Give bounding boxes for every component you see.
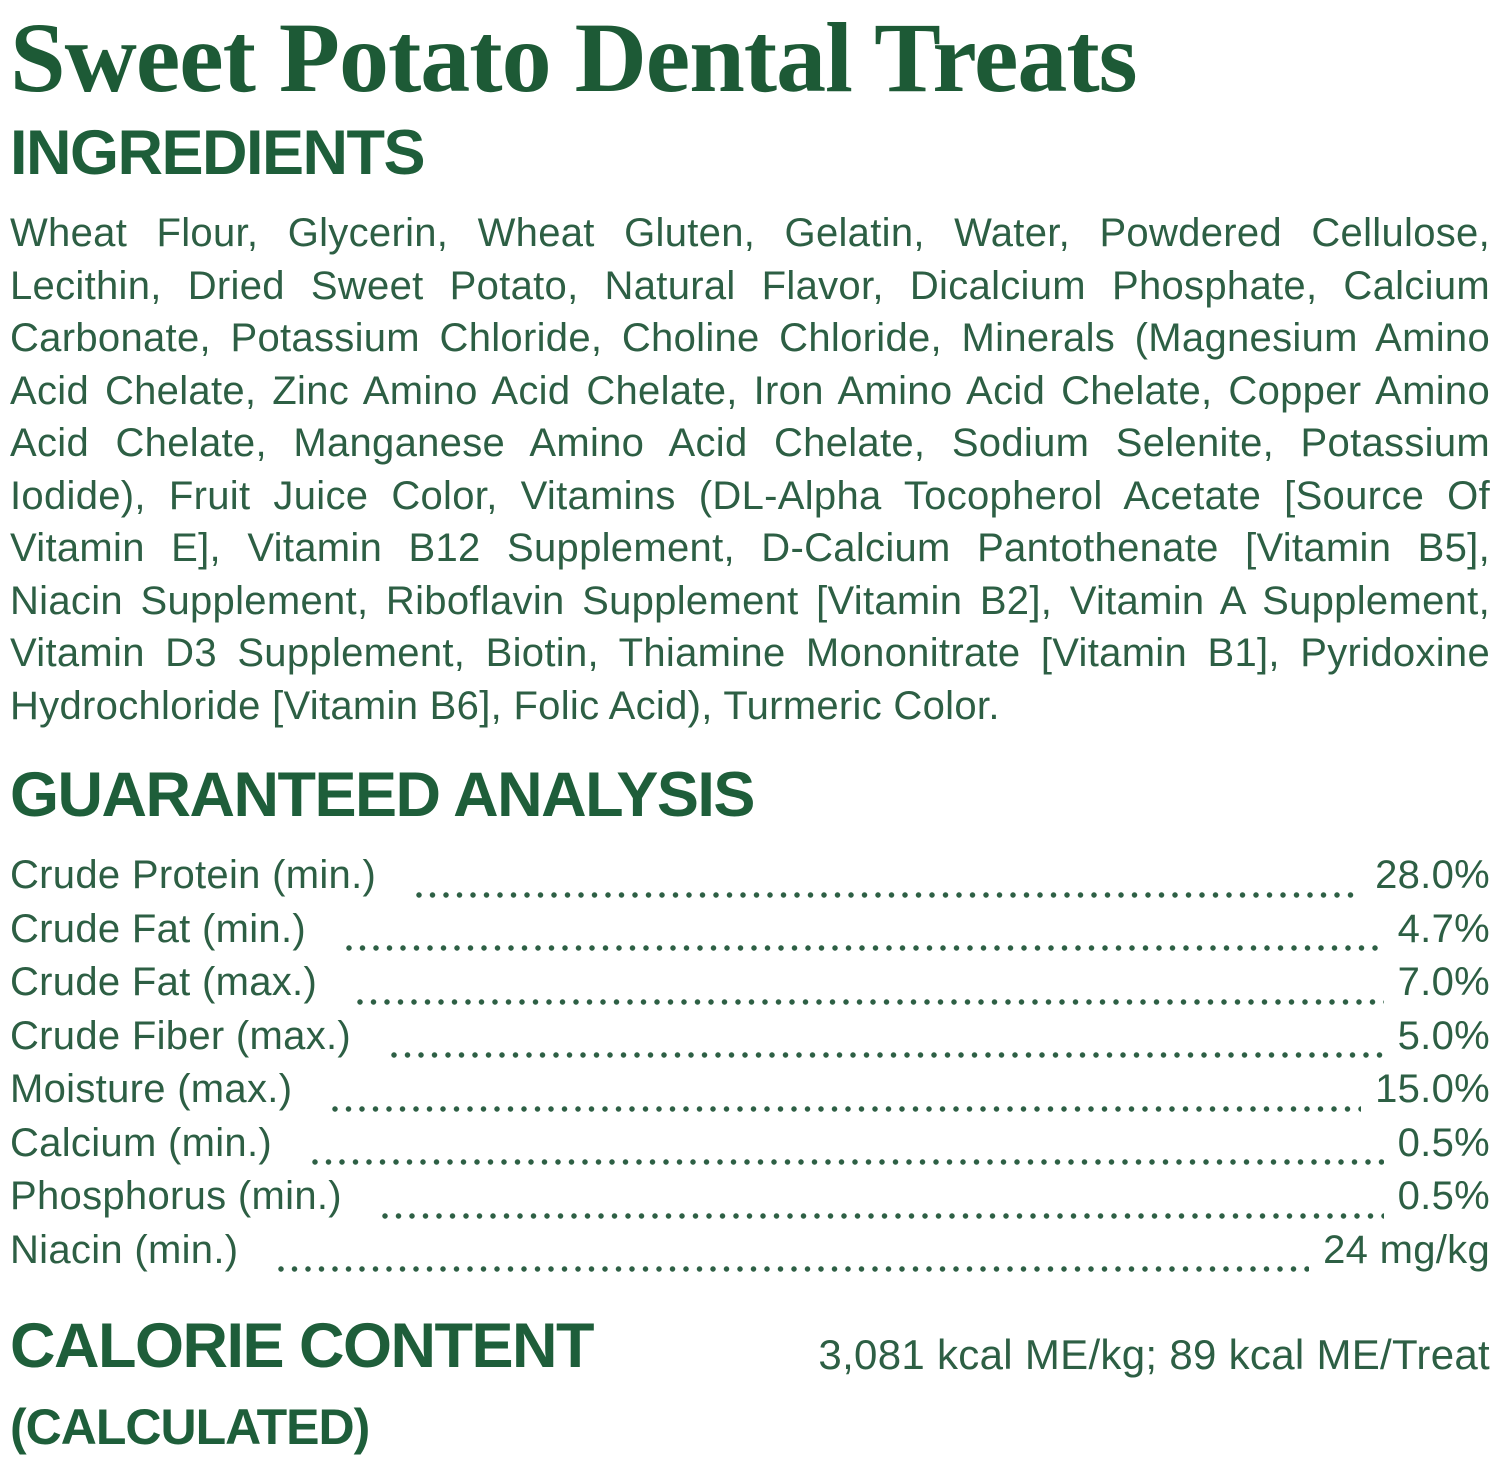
analysis-label: Crude Fiber (max.) bbox=[10, 1013, 352, 1058]
analysis-row: Calcium (min.) 0.5% bbox=[10, 1121, 1490, 1175]
dot-leader bbox=[357, 996, 1384, 1007]
analysis-value: 0.5% bbox=[1397, 1120, 1490, 1165]
analysis-row: Niacin (min.) 24 mg/kg bbox=[10, 1228, 1490, 1282]
calorie-content-heading: CALORIE CONTENT bbox=[10, 1311, 594, 1381]
analysis-label: Crude Protein (min.) bbox=[10, 853, 377, 897]
dot-leader bbox=[278, 1264, 1310, 1274]
ingredients-text: Wheat Flour, Glycerin, Wheat Gluten, Gel… bbox=[10, 211, 1490, 728]
analysis-table: Crude Protein (min.) 28.0% Crude Fat (min.… bbox=[10, 853, 1490, 1281]
analysis-row: Phosphorus (min.) 0.5% bbox=[10, 1174, 1490, 1228]
analysis-label: Calcium (min.) bbox=[10, 1120, 272, 1165]
analysis-label: Crude Fat (max.) bbox=[10, 960, 318, 1004]
analysis-row: Moisture (max.) 15.0% bbox=[10, 1067, 1490, 1121]
ingredients-heading: INGREDIENTS bbox=[10, 118, 426, 188]
dot-leader bbox=[332, 1103, 1362, 1114]
calorie-calculated-subheading: (CALCULATED) bbox=[10, 1399, 370, 1455]
analysis-row: Crude Protein (min.) 28.0% bbox=[10, 853, 1490, 907]
dot-leader bbox=[312, 1157, 1384, 1167]
analysis-row: Crude Fiber (max.) 5.0% bbox=[10, 1014, 1490, 1068]
product-title: Sweet Potato Dental Treats bbox=[10, 2, 1138, 113]
analysis-label: Moisture (max.) bbox=[10, 1067, 293, 1111]
dot-leader bbox=[391, 1050, 1384, 1060]
analysis-value: 7.0% bbox=[1397, 960, 1490, 1004]
analysis-row: Crude Fat (min.) 4.7% bbox=[10, 907, 1490, 961]
dot-leader bbox=[381, 1210, 1384, 1221]
analysis-label: Crude Fat (min.) bbox=[10, 906, 306, 951]
analysis-value: 5.0% bbox=[1397, 1013, 1490, 1058]
calorie-headings: CALORIE CONTENT (CALCULATED) bbox=[10, 1311, 594, 1455]
analysis-value: 15.0% bbox=[1375, 1067, 1490, 1111]
analysis-row: Crude Fat (max.) 7.0% bbox=[10, 960, 1490, 1014]
analysis-value: 24 mg/kg bbox=[1323, 1227, 1490, 1272]
calorie-section: CALORIE CONTENT (CALCULATED) 3,081 kcal … bbox=[10, 1311, 1490, 1455]
analysis-label: Phosphorus (min.) bbox=[10, 1174, 342, 1218]
dot-leader bbox=[416, 889, 1362, 900]
analysis-value: 4.7% bbox=[1397, 906, 1490, 951]
analysis-label: Niacin (min.) bbox=[10, 1227, 239, 1272]
dot-leader bbox=[345, 943, 1384, 953]
analysis-value: 28.0% bbox=[1375, 853, 1490, 897]
calorie-value: 3,081 kcal ME/kg; 89 kcal ME/Treat bbox=[818, 1331, 1490, 1378]
guaranteed-analysis-heading: GUARANTEED ANALYSIS bbox=[10, 760, 755, 830]
analysis-value: 0.5% bbox=[1397, 1174, 1490, 1218]
